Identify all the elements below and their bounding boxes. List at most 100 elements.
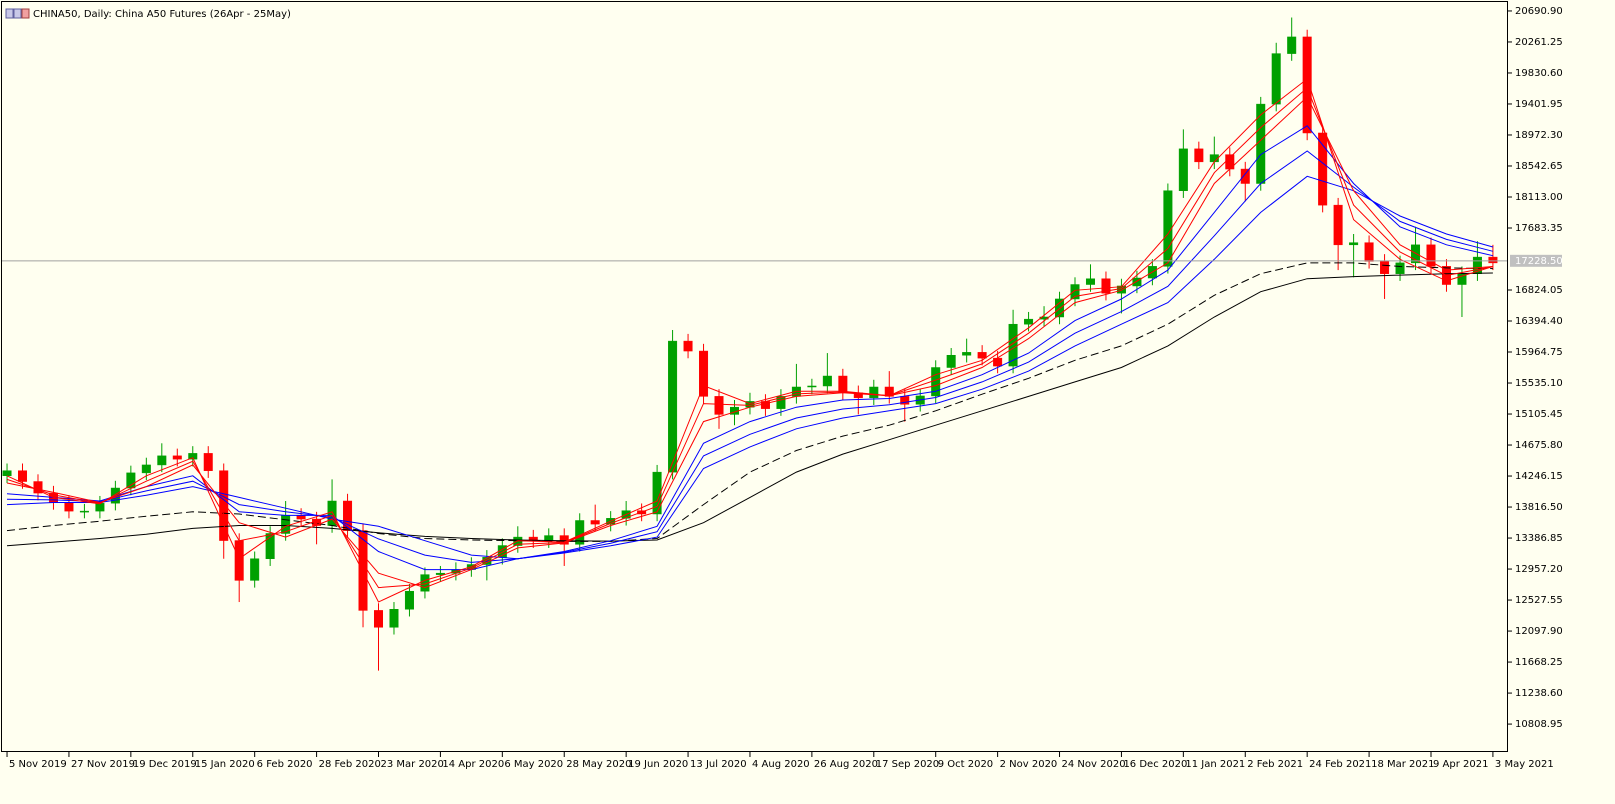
candle-body xyxy=(79,510,89,513)
candle-body xyxy=(435,572,445,575)
x-tick-label: 28 Feb 2020 xyxy=(319,759,381,770)
symbol-icon xyxy=(5,8,30,19)
candle-body xyxy=(1333,204,1343,246)
candle-body xyxy=(1085,278,1095,285)
candle-body xyxy=(946,354,956,368)
y-tick-label: 13386.85 xyxy=(1515,533,1563,544)
y-tick-label: 20261.25 xyxy=(1515,37,1563,48)
last-price-box xyxy=(1510,254,1562,267)
moving-average xyxy=(6,87,1493,589)
candle-body xyxy=(219,470,229,541)
candle-body xyxy=(343,500,353,531)
x-tick-label: 2 Feb 2021 xyxy=(1247,759,1303,770)
y-tick-label: 18972.30 xyxy=(1515,130,1563,141)
candle-body xyxy=(1194,148,1204,163)
candle-body xyxy=(807,385,817,388)
candle-body xyxy=(668,340,678,473)
x-tick-label: 17 Sep 2020 xyxy=(876,759,939,770)
y-tick-label: 15535.10 xyxy=(1515,378,1563,389)
y-tick-label: 12097.90 xyxy=(1515,626,1563,637)
y-tick-label: 14675.80 xyxy=(1515,440,1563,451)
candle-body xyxy=(1302,36,1312,134)
y-tick-label: 11668.25 xyxy=(1515,657,1563,668)
moving-average xyxy=(6,96,1493,589)
x-tick-label: 19 Jun 2020 xyxy=(628,759,688,770)
candle-body xyxy=(1318,132,1328,206)
candle-body xyxy=(869,386,879,399)
candle-body xyxy=(1024,318,1034,325)
y-tick-label: 12957.20 xyxy=(1515,564,1563,575)
candle-body xyxy=(358,530,368,611)
y-tick-label: 16824.05 xyxy=(1515,285,1563,296)
x-tick-label: 11 Jan 2021 xyxy=(1185,759,1245,770)
candle-body xyxy=(1364,242,1374,262)
moving-average xyxy=(6,262,1493,542)
candle-body xyxy=(2,470,12,477)
candle-body xyxy=(157,455,167,466)
candle-body xyxy=(126,472,136,489)
x-tick-label: 24 Feb 2021 xyxy=(1309,759,1371,770)
candle-body xyxy=(1163,190,1173,267)
candle-body xyxy=(838,375,848,394)
candle-body xyxy=(33,481,43,494)
axes-layer xyxy=(6,10,1512,757)
y-tick-label: 18542.65 xyxy=(1515,161,1563,172)
y-tick-label: 12527.55 xyxy=(1515,595,1563,606)
candle-body xyxy=(1101,278,1111,294)
candle-body xyxy=(1411,244,1421,264)
candle-body xyxy=(373,610,384,628)
icon-part xyxy=(5,8,14,19)
candle-body xyxy=(714,396,724,415)
x-tick-label: 5 Nov 2019 xyxy=(9,759,67,770)
moving-average xyxy=(6,125,1494,571)
x-tick-label: 19 Dec 2019 xyxy=(133,759,197,770)
candle-body xyxy=(1178,148,1188,191)
candle-body xyxy=(250,558,260,581)
x-tick-label: 13 Jul 2020 xyxy=(690,759,747,770)
candle-body xyxy=(234,540,244,581)
x-tick-label: 23 Mar 2020 xyxy=(381,759,444,770)
y-tick-label: 11238.60 xyxy=(1515,688,1563,699)
moving-average xyxy=(6,272,1493,547)
x-tick-label: 4 Aug 2020 xyxy=(752,759,810,770)
candle-body xyxy=(1132,277,1142,287)
x-tick-label: 24 Nov 2020 xyxy=(1062,759,1126,770)
candle-body xyxy=(1349,242,1359,246)
last-price-label: 17228.50 xyxy=(1515,256,1563,267)
x-tick-label: 9 Apr 2021 xyxy=(1433,759,1488,770)
candle-body xyxy=(590,520,600,525)
x-tick-label: 2 Nov 2020 xyxy=(1000,759,1058,770)
x-tick-label: 14 Apr 2020 xyxy=(442,759,504,770)
y-tick-label: 17683.35 xyxy=(1515,223,1563,234)
x-tick-label: 16 Dec 2020 xyxy=(1123,759,1187,770)
labels-layer: CHINA50, Daily: China A50 Futures (26Apr… xyxy=(1,1,1563,770)
candle-body xyxy=(296,515,306,520)
moving-average xyxy=(6,78,1494,603)
candle-body xyxy=(1426,244,1436,267)
candle-body xyxy=(389,609,399,628)
y-tick-label: 15105.45 xyxy=(1515,409,1563,420)
candle-body xyxy=(64,502,74,512)
candle-body xyxy=(977,352,987,359)
candle-body xyxy=(776,396,786,409)
candle-body xyxy=(962,352,972,356)
moving-average xyxy=(6,150,1494,563)
candle-body xyxy=(188,453,198,460)
candle-body xyxy=(1256,103,1266,184)
candle-body xyxy=(683,340,693,352)
x-tick-label: 9 Oct 2020 xyxy=(938,759,993,770)
candle-body xyxy=(172,455,182,460)
y-tick-label: 19401.95 xyxy=(1515,99,1563,110)
y-tick-label: 19830.60 xyxy=(1515,68,1563,79)
candle-body xyxy=(822,375,832,387)
y-tick-label: 16394.40 xyxy=(1515,316,1563,327)
x-tick-label: 18 Mar 2021 xyxy=(1371,759,1434,770)
y-tick-label: 10808.95 xyxy=(1515,719,1563,730)
icon-part xyxy=(13,8,22,19)
candle-body xyxy=(1055,298,1065,318)
candle-body xyxy=(575,520,585,545)
x-tick-label: 6 Feb 2020 xyxy=(257,759,313,770)
